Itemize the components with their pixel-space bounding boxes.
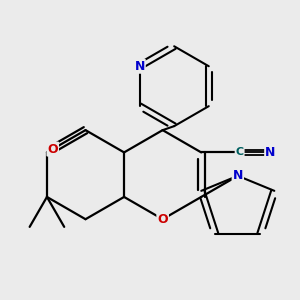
Text: N: N <box>232 169 243 182</box>
Text: C: C <box>236 147 244 158</box>
Text: N: N <box>134 60 145 73</box>
Text: N: N <box>265 146 275 159</box>
Text: O: O <box>157 213 168 226</box>
Text: O: O <box>47 142 58 156</box>
